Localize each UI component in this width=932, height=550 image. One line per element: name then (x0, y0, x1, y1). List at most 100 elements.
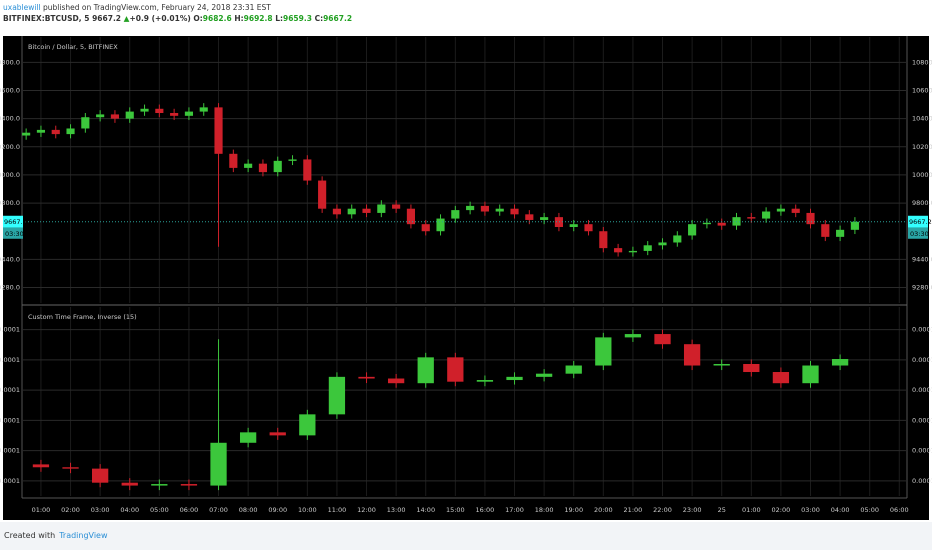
candle-body (140, 108, 149, 112)
candle-body (406, 208, 415, 225)
candle-body (121, 482, 138, 486)
candle-body (658, 242, 667, 246)
x-tick-label: 09:00 (268, 506, 287, 514)
candle-body (392, 204, 401, 209)
chart-bg (3, 36, 929, 520)
last-price-label: 9667.2 (909, 218, 932, 226)
y-tick-label-right: 9280.0 (912, 284, 932, 292)
o-label: O: (193, 14, 203, 23)
candle-body (273, 160, 282, 173)
candle-body (387, 378, 405, 384)
header: uxablewill published on TradingView.com,… (3, 2, 352, 24)
candle-body (743, 364, 760, 373)
o: 9682.6 (202, 14, 232, 23)
candle-body (595, 337, 612, 366)
candle-body (480, 205, 489, 212)
y-tick-label-right: 0.0001 (912, 356, 932, 364)
candle-body (565, 365, 582, 374)
candle-body (525, 214, 534, 220)
candle-body (155, 108, 164, 113)
y-tick-label-right: 9440.0 (912, 255, 932, 263)
candle-body (170, 113, 179, 116)
candle-body (244, 163, 253, 168)
x-tick-label: 14:00 (416, 506, 435, 514)
y-tick-label-right: 10200.0 (912, 143, 932, 151)
candle-body (643, 245, 652, 251)
last-price-label: 9667.2 (4, 218, 27, 226)
candle-body (92, 468, 109, 483)
candle-body (495, 208, 504, 212)
x-tick-label: 21:00 (624, 506, 643, 514)
candle-body (717, 222, 726, 226)
l-label: L: (275, 14, 283, 23)
candle-body (318, 180, 327, 209)
candle-body (184, 111, 194, 116)
candle-body (569, 224, 578, 227)
candle-body (624, 334, 642, 338)
last-price-box (908, 215, 928, 228)
y-tick-label: 9440.0 (0, 255, 20, 263)
candle-body (614, 248, 623, 253)
y-tick-label-right: 0.0001 (912, 447, 932, 455)
candle-body (850, 221, 859, 230)
y-tick-label: 10400.0 (0, 115, 20, 123)
candle-body (628, 250, 637, 253)
created: Created with (4, 531, 56, 540)
x-tick-label: 04:00 (120, 506, 139, 514)
y-tick-label-right: 10800.0 (912, 58, 932, 66)
candle-body (535, 373, 553, 377)
x-tick-label: 23:00 (683, 506, 702, 514)
x-tick-label: 07:00 (209, 506, 228, 514)
candle-body (673, 235, 682, 243)
x-tick-label: 05:00 (860, 506, 879, 514)
y-tick-label: 0.0001 (0, 477, 20, 485)
candle-body (66, 128, 75, 135)
y-tick-label: 0.0001 (0, 447, 20, 455)
y-tick-label-right: 0.0001 (912, 386, 932, 394)
y-tick-label-right: 0.0001 (912, 326, 932, 334)
x-tick-label: 04:00 (831, 506, 850, 514)
candle-body (377, 204, 386, 213)
y-tick-label-right: 0.0001 (912, 477, 932, 485)
candle-body (554, 217, 563, 227)
brand[interactable]: TradingView (59, 531, 108, 540)
y-tick-label: 10600.0 (0, 86, 20, 94)
candle-body (303, 159, 312, 181)
candle-body (125, 111, 134, 119)
candle-body (36, 129, 46, 133)
x-tick-label: 17:00 (505, 506, 524, 514)
y-tick-label: 0.0001 (0, 416, 20, 424)
y-tick-label: 0.0001 (0, 326, 20, 334)
candle-body (654, 334, 671, 345)
candle-body (358, 376, 375, 379)
y-tick-label-right: 9800.0 (912, 199, 932, 207)
candle-body (32, 464, 50, 468)
symbol: BITFINEX:BTCUSD, 5 (3, 14, 90, 23)
candle-body (762, 211, 771, 219)
candle-body (506, 376, 523, 381)
x-tick-label: 20:00 (594, 506, 613, 514)
countdown-label: 03:30 (910, 230, 929, 238)
candle-body (806, 212, 815, 225)
y-tick-label: 0.0001 (0, 386, 20, 394)
candle-body (180, 484, 198, 486)
candle-body (772, 372, 790, 384)
l: 9659.3 (283, 14, 312, 23)
candle-body (96, 114, 105, 118)
y-tick-label: 10000.0 (0, 171, 20, 179)
x-tick-label: 18:00 (535, 506, 554, 514)
candle-body (776, 208, 785, 212)
candle-body (436, 218, 445, 232)
last-price-box (3, 215, 23, 228)
x-tick-label: 01:00 (742, 506, 761, 514)
y-tick-label-right: 0.0001 (912, 416, 932, 424)
x-tick-label: 06:00 (180, 506, 199, 514)
candle-body (447, 357, 464, 382)
x-tick-label: 22:00 (653, 506, 672, 514)
author[interactable]: uxablewill (3, 3, 41, 12)
x-tick-label: 02:00 (61, 506, 80, 514)
x-tick-label: 05:00 (150, 506, 169, 514)
x-tick-label: 08:00 (239, 506, 258, 514)
candle-body (599, 231, 608, 249)
change: +0.9 (+0.01%) (129, 14, 191, 23)
